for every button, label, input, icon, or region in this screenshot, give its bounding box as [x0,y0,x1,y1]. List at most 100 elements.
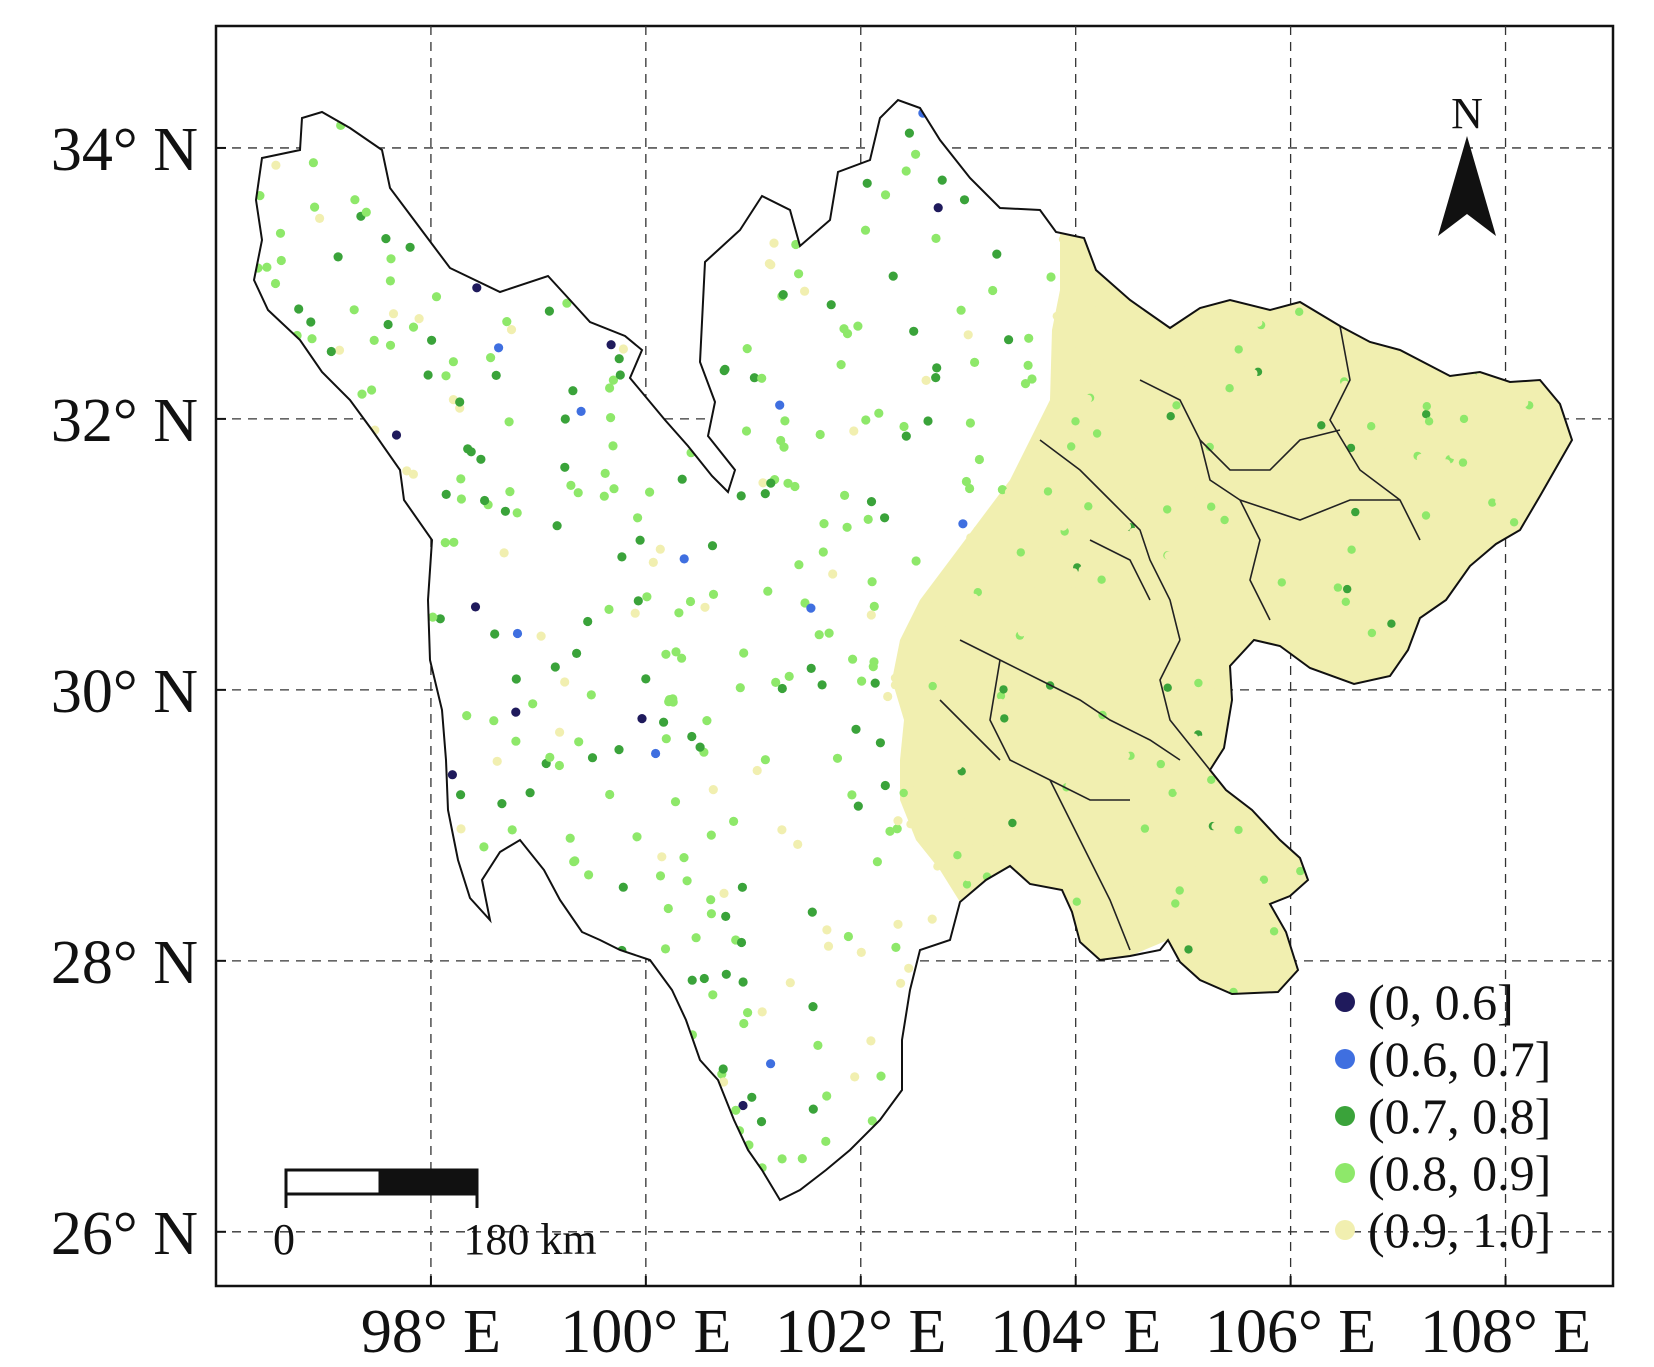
station-point [1360,380,1369,390]
station-point [1054,596,1064,606]
station-point [1033,531,1043,540]
station-point [1237,461,1247,470]
station-point [965,807,974,816]
internal-boundary-10 [939,699,1001,761]
station-point [1245,823,1255,832]
station-point [1155,775,1164,785]
station-point [1026,843,1035,852]
station-point [1175,708,1184,718]
station-point [991,621,1000,631]
station-point [1231,948,1241,958]
station-point [1538,434,1548,443]
station-point [455,397,465,407]
station-point [1278,964,1287,974]
station-point [1482,393,1491,403]
station-point [1462,549,1471,558]
station-point [953,851,962,860]
station-point [964,867,973,877]
legend-swatch-0 [1335,992,1355,1012]
station-point [1398,361,1407,370]
station-point [988,285,998,296]
station-point [1070,430,1080,439]
station-point [381,234,391,244]
station-point [1350,569,1359,578]
station-point [1318,373,1328,382]
station-point [1291,524,1300,533]
station-point [1138,874,1147,884]
station-point [1367,422,1376,431]
station-point [1260,418,1270,427]
station-point [614,745,624,755]
station-point [1111,412,1121,421]
station-point [1194,357,1203,366]
station-point [1067,299,1077,308]
station-point [965,418,976,428]
station-point [1051,829,1061,838]
station-point [560,462,570,472]
station-point [1085,605,1094,614]
station-point [1065,273,1075,282]
station-point [1017,628,1027,637]
station-point [1105,781,1114,791]
station-point [1170,458,1179,468]
station-point [1074,265,1084,275]
y-tick-label-28: 28° N [51,929,198,997]
station-point [1135,396,1145,406]
station-point [544,306,555,316]
station-point [1493,402,1503,411]
station-point [1174,498,1183,507]
station-point [1351,522,1361,532]
station-point [736,491,746,501]
station-point [961,476,972,487]
station-point [797,1154,807,1164]
station-point [1161,863,1170,872]
station-point [1499,481,1508,491]
station-point [1449,450,1458,459]
station-point [756,1117,767,1127]
internal-boundary-4 [1239,499,1400,521]
station-point [1509,445,1519,454]
station-point [587,753,598,763]
station-point [1088,726,1097,735]
station-point [1025,777,1035,786]
station-point [995,678,1004,688]
y-tick-label-30: 30° N [51,658,198,726]
station-point [679,554,689,564]
station-point [1023,360,1033,370]
station-point [1399,555,1408,564]
station-point [990,631,999,640]
station-point [771,677,781,688]
station-point [1076,457,1086,466]
station-point [1089,697,1098,707]
station-point [1356,344,1365,353]
station-point [1192,966,1201,976]
station-point [1480,443,1490,452]
station-point [560,414,570,424]
station-point [668,697,678,707]
station-point [1064,263,1074,273]
internal-boundary-7 [1049,779,1131,951]
internal-boundary-9 [1089,539,1151,601]
station-point [1275,468,1285,477]
station-point [1520,411,1529,420]
station-point [1178,801,1187,810]
station-point [1099,417,1109,426]
station-point [1329,648,1338,657]
station-point [1343,584,1352,594]
station-point [609,484,619,494]
station-point [1365,643,1374,652]
station-point [848,654,858,664]
station-point [1101,405,1110,414]
station-point [617,552,627,562]
station-point [1220,515,1229,525]
station-point [832,753,843,763]
station-point [1172,856,1181,865]
station-point [1105,331,1115,341]
internal-boundary-8 [1159,639,1211,771]
station-point [388,309,399,319]
station-point [1269,934,1279,943]
station-point [1234,345,1243,354]
station-point [980,839,990,848]
station-point [1031,618,1041,628]
station-point [1101,612,1110,621]
